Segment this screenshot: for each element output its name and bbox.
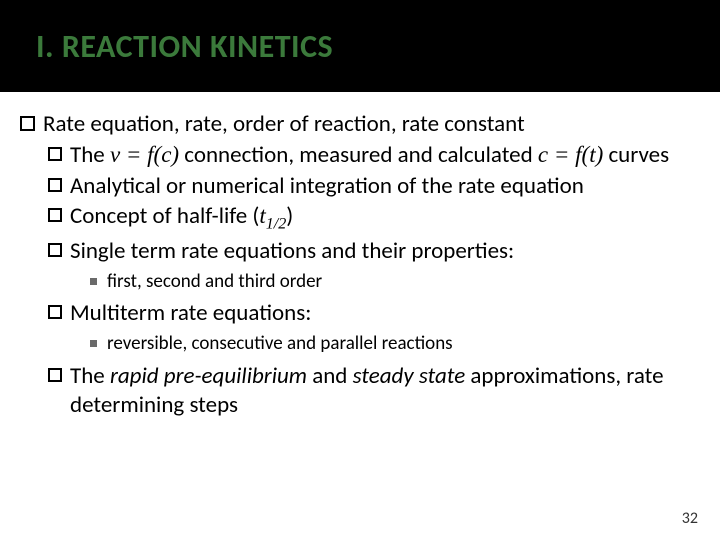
text-frag: curves: [603, 141, 669, 169]
text-frag: and: [307, 362, 353, 390]
dot-bullet-icon: [90, 278, 97, 285]
text-italic: rapid pre-equilibrium: [110, 362, 307, 390]
text-frag: The: [70, 362, 110, 390]
square-bullet-icon: [20, 116, 35, 131]
slide-title: I. REACTION KINETICS: [36, 27, 333, 66]
text-frag: Concept of half-life (: [70, 202, 259, 230]
bullet-lvl2: reversible, consecutive and parallel rea…: [90, 332, 700, 356]
dot-bullet-icon: [90, 340, 97, 347]
bullet-lvl1: Multiterm rate equations:: [48, 299, 700, 328]
text-frag: ): [286, 202, 293, 230]
title-bar: I. REACTION KINETICS: [0, 0, 720, 92]
text-frag: connection, measured and calculated: [179, 141, 538, 169]
bullet-text: Rate equation, rate, order of reaction, …: [43, 110, 700, 139]
page-number: 32: [682, 509, 698, 528]
square-bullet-icon: [48, 305, 62, 319]
text-subscript: 1/2: [266, 216, 287, 233]
bullet-text: The v = f(c) connection, measured and ca…: [70, 141, 700, 170]
bullet-text: Concept of half-life (t1/2): [70, 202, 700, 235]
square-bullet-icon: [48, 243, 62, 257]
text-italic: v = f(c): [110, 142, 179, 167]
bullet-lvl1: Concept of half-life (t1/2): [48, 202, 700, 235]
bullet-lvl0: Rate equation, rate, order of reaction, …: [20, 110, 700, 139]
bullet-lvl1: The v = f(c) connection, measured and ca…: [48, 141, 700, 170]
bullet-text: Analytical or numerical integration of t…: [70, 172, 700, 201]
text-frag: The: [70, 141, 110, 169]
text-italic: steady state: [353, 362, 466, 390]
bullet-lvl1: The rapid pre-equilibrium and steady sta…: [48, 362, 700, 420]
square-bullet-icon: [48, 368, 62, 382]
bullet-lvl1: Analytical or numerical integration of t…: [48, 172, 700, 201]
text-italic: c = f(t): [538, 142, 603, 167]
bullet-lvl2: first, second and third order: [90, 270, 700, 294]
bullet-lvl1: Single term rate equations and their pro…: [48, 237, 700, 266]
bullet-text: reversible, consecutive and parallel rea…: [107, 332, 700, 356]
bullet-text: Single term rate equations and their pro…: [70, 237, 700, 266]
bullet-text: Multiterm rate equations:: [70, 299, 700, 328]
bullet-text: The rapid pre-equilibrium and steady sta…: [70, 362, 700, 420]
slide-content: Rate equation, rate, order of reaction, …: [0, 92, 720, 419]
square-bullet-icon: [48, 208, 62, 222]
bullet-text: first, second and third order: [107, 270, 700, 294]
square-bullet-icon: [48, 178, 62, 192]
square-bullet-icon: [48, 147, 62, 161]
